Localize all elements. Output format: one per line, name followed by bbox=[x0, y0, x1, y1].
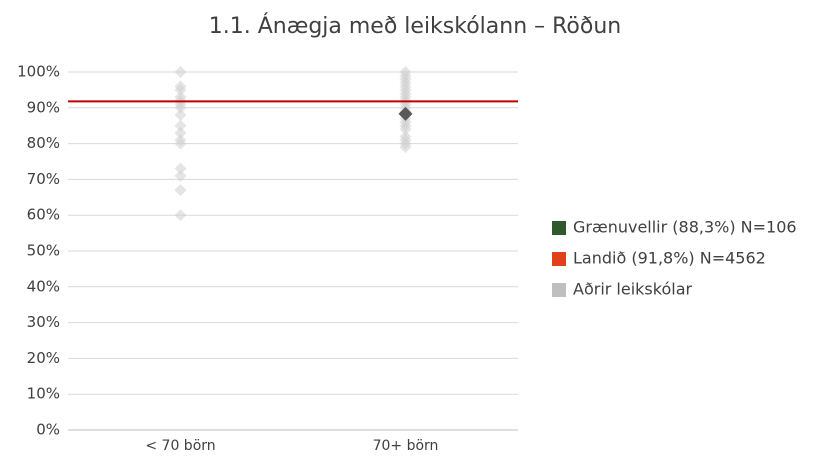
data-point bbox=[174, 137, 187, 150]
legend-label: Grænuvellir (88,3%) N=106 bbox=[573, 218, 797, 237]
y-tick-label: 10% bbox=[27, 385, 60, 403]
y-tick-label: 90% bbox=[27, 98, 60, 116]
data-point bbox=[174, 83, 187, 96]
y-tick-label: 70% bbox=[27, 170, 60, 188]
data-point bbox=[174, 209, 187, 222]
data-point bbox=[174, 66, 187, 78]
data-point bbox=[174, 126, 187, 139]
x-tick-label: < 70 börn bbox=[145, 438, 215, 454]
y-tick-label: 50% bbox=[27, 242, 60, 260]
data-point bbox=[174, 169, 187, 182]
data-point bbox=[174, 162, 187, 175]
legend-label: Landið (91,8%) N=4562 bbox=[573, 249, 766, 268]
data-point bbox=[399, 141, 412, 154]
legend-label: Aðrir leikskólar bbox=[573, 280, 692, 299]
y-tick-label: 100% bbox=[17, 63, 60, 81]
legend-swatch bbox=[552, 221, 566, 235]
data-point bbox=[398, 106, 413, 121]
y-tick-label: 40% bbox=[27, 277, 60, 295]
chart-title: 1.1. Ánægja með leikskólann – Röðun bbox=[209, 13, 622, 39]
y-tick-label: 30% bbox=[27, 313, 60, 331]
y-tick-label: 80% bbox=[27, 134, 60, 152]
data-point bbox=[174, 101, 187, 114]
y-tick-label: 60% bbox=[27, 206, 60, 224]
data-point bbox=[174, 119, 187, 132]
data-point bbox=[399, 123, 412, 136]
legend-swatch bbox=[552, 252, 566, 266]
y-tick-label: 0% bbox=[36, 421, 60, 439]
data-point bbox=[174, 108, 187, 121]
legend-swatch bbox=[552, 283, 566, 297]
y-tick-label: 20% bbox=[27, 349, 60, 367]
x-tick-label: 70+ börn bbox=[373, 438, 439, 454]
data-point bbox=[174, 184, 187, 197]
